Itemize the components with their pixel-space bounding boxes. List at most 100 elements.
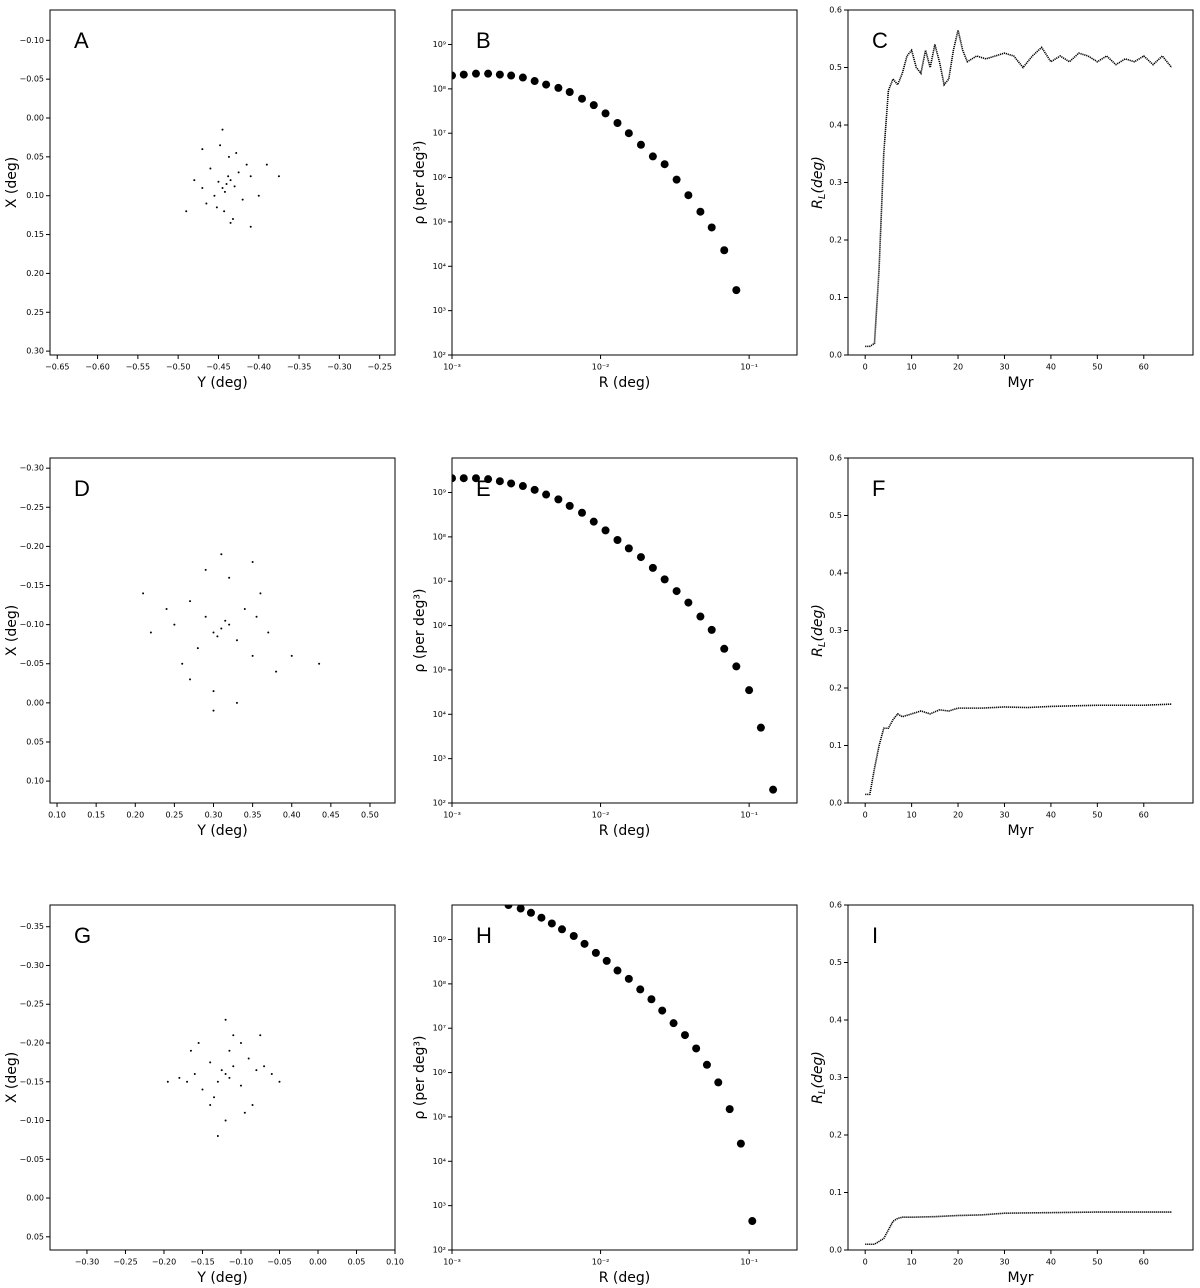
plot-frame bbox=[49, 457, 396, 804]
density-point bbox=[471, 69, 480, 78]
star-point bbox=[223, 210, 226, 213]
y-tick-label: 10⁴ bbox=[433, 262, 446, 271]
y-tick-label: 0.00 bbox=[26, 698, 44, 707]
radius-line bbox=[865, 29, 1173, 348]
star-point bbox=[193, 179, 196, 182]
x-tick-label: −0.30 bbox=[327, 363, 352, 372]
star-point bbox=[239, 1084, 242, 1087]
star-point bbox=[223, 190, 226, 193]
y-tick-label: 10⁸ bbox=[433, 979, 446, 988]
density-point bbox=[736, 1139, 745, 1148]
x-tick-label: 40 bbox=[1046, 811, 1056, 820]
plot-frame bbox=[451, 457, 798, 804]
x-axis-label: Myr bbox=[1007, 1270, 1033, 1286]
star-point bbox=[197, 1042, 200, 1044]
density-point bbox=[601, 526, 610, 535]
x-tick-label: 50 bbox=[1092, 811, 1102, 820]
x-tick-label: 50 bbox=[1092, 363, 1102, 372]
density-point bbox=[542, 490, 551, 499]
star-point bbox=[241, 198, 244, 201]
star-point bbox=[265, 163, 268, 166]
star-point bbox=[221, 128, 224, 131]
y-tick-label: 10⁶ bbox=[433, 1068, 446, 1077]
star-point bbox=[189, 678, 192, 681]
y-tick-label: 10² bbox=[433, 799, 446, 808]
y-tick-label: 0.3 bbox=[829, 178, 842, 187]
y-axis-label: RL(deg) bbox=[810, 604, 828, 657]
density-point bbox=[547, 919, 556, 928]
panel: 0 10 20 30 40 50 60 0.0 0.1 0.2 0.3 0.4 0.5 0.6 Myr RL(… bbox=[810, 901, 1194, 1286]
x-tick-label: 10⁻¹ bbox=[740, 363, 758, 372]
y-tick-label: 0.05 bbox=[26, 1232, 44, 1241]
y-axis-label: RL(deg) bbox=[810, 156, 828, 209]
density-point bbox=[648, 563, 657, 572]
density-point bbox=[720, 246, 729, 255]
star-point bbox=[165, 607, 168, 610]
density-point bbox=[526, 908, 535, 917]
x-tick-label: 10⁻² bbox=[592, 811, 610, 820]
y-tick-label: −0.10 bbox=[19, 1116, 44, 1125]
y-label-main: R bbox=[810, 647, 826, 657]
x-tick-label: 20 bbox=[953, 363, 963, 372]
y-tick-label: 0.15 bbox=[26, 230, 44, 239]
star-point bbox=[219, 144, 222, 147]
x-tick-label: 0 bbox=[863, 811, 868, 820]
star-point bbox=[229, 179, 232, 182]
density-point bbox=[601, 109, 610, 118]
y-tick-label: 0.3 bbox=[829, 1073, 842, 1082]
y-label-sub: L bbox=[817, 194, 828, 200]
y-tick-label: 0.6 bbox=[829, 454, 842, 463]
x-axis-label: Myr bbox=[1007, 823, 1033, 839]
x-axis-label: R (deg) bbox=[599, 375, 651, 391]
x-tick-label: −0.40 bbox=[247, 363, 272, 372]
y-tick-label: −0.05 bbox=[19, 1155, 44, 1164]
x-tick-label: 10⁻³ bbox=[443, 811, 461, 820]
x-tick-label: −0.25 bbox=[113, 1258, 138, 1267]
y-tick-label: 10⁵ bbox=[433, 1112, 446, 1121]
x-tick-label: 0.05 bbox=[348, 1258, 366, 1267]
density-point bbox=[530, 485, 539, 494]
density-point bbox=[613, 966, 622, 975]
density-point bbox=[459, 70, 468, 79]
density-point bbox=[580, 939, 589, 948]
star-point bbox=[243, 607, 246, 610]
y-tick-label: 10⁷ bbox=[433, 577, 446, 586]
star-point bbox=[220, 627, 223, 630]
y-label-unit: (deg) bbox=[810, 1051, 826, 1088]
x-tick-label: 60 bbox=[1139, 363, 1149, 372]
radius-line bbox=[865, 703, 1172, 796]
star-point bbox=[224, 1119, 227, 1122]
y-tick-label: 10³ bbox=[433, 754, 446, 763]
plot-frame bbox=[451, 9, 798, 356]
x-axis-label: Myr bbox=[1007, 375, 1033, 391]
y-tick-label: 10⁴ bbox=[433, 1157, 446, 1166]
y-tick-label: 0.3 bbox=[829, 626, 842, 635]
y-tick-label: 0.1 bbox=[829, 1188, 842, 1197]
star-point bbox=[186, 1080, 189, 1083]
density-point bbox=[648, 152, 657, 161]
star-point bbox=[232, 1034, 235, 1037]
density-point bbox=[578, 94, 587, 103]
density-point bbox=[569, 932, 578, 941]
x-tick-label: 0.00 bbox=[309, 1258, 327, 1267]
density-point bbox=[591, 948, 600, 957]
star-point bbox=[239, 1042, 242, 1044]
density-point bbox=[471, 474, 480, 483]
y-axis-label: ρ (per deg³) bbox=[412, 141, 428, 225]
density-point bbox=[748, 1217, 757, 1226]
y-tick-label: 10³ bbox=[433, 1201, 446, 1210]
data-layer bbox=[865, 1211, 1172, 1246]
x-tick-label: −0.25 bbox=[367, 363, 392, 372]
x-tick-label: 10 bbox=[907, 811, 917, 820]
y-label-unit: (deg) bbox=[810, 156, 826, 193]
y-axis-label: X (deg) bbox=[4, 605, 20, 656]
x-tick-label: 0.45 bbox=[322, 811, 340, 820]
x-axis-label: Y (deg) bbox=[196, 1270, 247, 1286]
star-point bbox=[243, 1111, 246, 1114]
star-point bbox=[255, 1069, 258, 1072]
y-tick-label: 0.05 bbox=[26, 737, 44, 746]
star-point bbox=[212, 709, 215, 712]
x-tick-label: 20 bbox=[953, 811, 963, 820]
y-tick-label: 0.5 bbox=[829, 958, 842, 967]
